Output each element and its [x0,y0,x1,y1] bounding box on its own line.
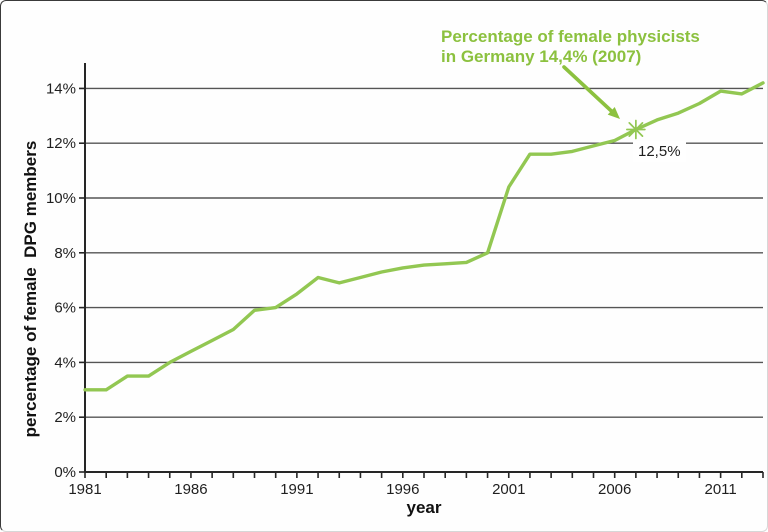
series-line [83,81,765,392]
y-tick-label: 6% [54,300,76,317]
x-tick-label: 1981 [68,481,101,498]
y-tick-label: 0% [54,464,76,481]
x-tick-label: 1996 [386,481,419,498]
annotation-arrow-shaft [562,65,614,114]
x-tick-label: 1986 [174,481,207,498]
annotation-line-1: Percentage of female physicists [441,27,700,46]
x-tick-label: 1991 [280,481,313,498]
annotation-arrow-head [607,107,620,119]
y-tick-label: 14% [46,80,76,97]
annotation-text: Percentage of female physicists in Germa… [441,27,700,66]
x-axis-title: year [406,498,442,517]
y-tick-label: 4% [54,354,76,371]
y-tick-label: 10% [46,190,76,207]
marker-value-label: 12,5% [633,141,686,162]
y-tick-label: 8% [54,245,76,262]
annotation-line-2: in Germany 14,4% (2007) [441,46,642,66]
x-tick-label: 2011 [704,481,736,498]
y-tick-label: 12% [46,135,76,152]
x-tick-label: 2001 [492,481,525,498]
y-axis-title: percentage of female DPG members [21,140,40,438]
x-tick-label: 2006 [598,481,631,498]
asterisk-marker [628,122,644,137]
y-tick-label: 2% [54,409,76,426]
